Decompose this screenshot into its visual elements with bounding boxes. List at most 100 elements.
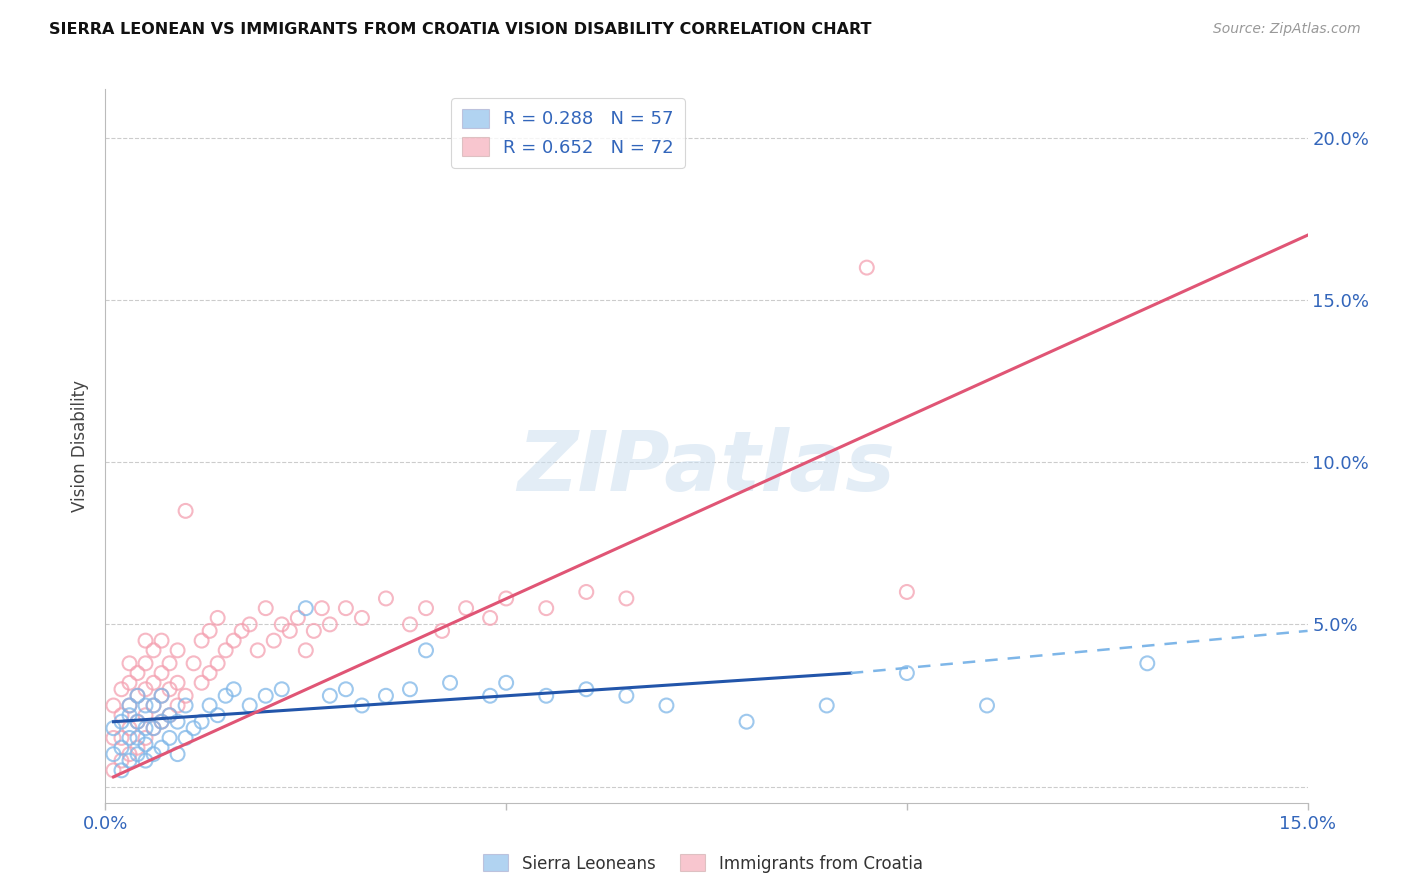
Point	[896, 666, 918, 681]
Point	[174, 689, 197, 703]
Point	[174, 731, 197, 745]
Point	[118, 698, 141, 713]
Point	[214, 689, 236, 703]
Point	[350, 611, 373, 625]
Point	[374, 689, 398, 703]
Point	[150, 666, 173, 681]
Point	[150, 740, 173, 755]
Point	[142, 675, 165, 690]
Point	[575, 682, 598, 697]
Point	[103, 698, 125, 713]
Y-axis label: Vision Disability: Vision Disability	[72, 380, 90, 512]
Point	[110, 714, 132, 729]
Legend: R = 0.288   N = 57, R = 0.652   N = 72: R = 0.288 N = 57, R = 0.652 N = 72	[451, 98, 685, 168]
Point	[118, 721, 141, 735]
Point	[311, 601, 333, 615]
Point	[135, 682, 157, 697]
Point	[198, 698, 221, 713]
Point	[246, 643, 269, 657]
Point	[135, 708, 157, 723]
Point	[127, 689, 149, 703]
Point	[270, 682, 292, 697]
Point	[110, 764, 132, 778]
Point	[118, 675, 141, 690]
Point	[350, 698, 373, 713]
Point	[103, 721, 125, 735]
Point	[142, 721, 165, 735]
Point	[127, 666, 149, 681]
Point	[575, 585, 598, 599]
Point	[495, 591, 517, 606]
Point	[142, 747, 165, 761]
Point	[127, 731, 149, 745]
Point	[855, 260, 877, 275]
Point	[198, 666, 221, 681]
Text: ZIPatlas: ZIPatlas	[517, 427, 896, 508]
Point	[166, 643, 188, 657]
Point	[110, 740, 132, 755]
Point	[479, 611, 502, 625]
Point	[150, 633, 173, 648]
Point	[896, 585, 918, 599]
Point	[430, 624, 453, 638]
Point	[174, 504, 197, 518]
Point	[166, 675, 188, 690]
Point	[335, 682, 357, 697]
Point	[616, 591, 638, 606]
Point	[454, 601, 477, 615]
Point	[319, 689, 342, 703]
Point	[135, 754, 157, 768]
Point	[263, 633, 285, 648]
Point	[190, 675, 212, 690]
Point	[159, 708, 181, 723]
Point	[374, 591, 398, 606]
Point	[118, 747, 141, 761]
Point	[190, 714, 212, 729]
Point	[183, 657, 205, 671]
Point	[118, 657, 141, 671]
Point	[616, 689, 638, 703]
Point	[335, 601, 357, 615]
Point	[135, 633, 157, 648]
Point	[142, 721, 165, 735]
Point	[222, 633, 245, 648]
Point	[302, 624, 325, 638]
Point	[118, 731, 141, 745]
Point	[735, 714, 758, 729]
Point	[534, 689, 557, 703]
Point	[270, 617, 292, 632]
Point	[135, 731, 157, 745]
Point	[1136, 657, 1159, 671]
Text: SIERRA LEONEAN VS IMMIGRANTS FROM CROATIA VISION DISABILITY CORRELATION CHART: SIERRA LEONEAN VS IMMIGRANTS FROM CROATI…	[49, 22, 872, 37]
Point	[110, 708, 132, 723]
Point	[174, 698, 197, 713]
Point	[183, 721, 205, 735]
Point	[110, 731, 132, 745]
Point	[190, 633, 212, 648]
Point	[135, 721, 157, 735]
Point	[198, 624, 221, 638]
Point	[127, 714, 149, 729]
Point	[142, 698, 165, 713]
Point	[118, 708, 141, 723]
Point	[135, 738, 157, 752]
Point	[159, 708, 181, 723]
Point	[103, 747, 125, 761]
Point	[150, 689, 173, 703]
Point	[495, 675, 517, 690]
Point	[439, 675, 461, 690]
Point	[655, 698, 678, 713]
Point	[159, 731, 181, 745]
Point	[254, 689, 277, 703]
Point	[815, 698, 838, 713]
Point	[118, 754, 141, 768]
Point	[399, 617, 422, 632]
Point	[110, 682, 132, 697]
Point	[166, 714, 188, 729]
Point	[976, 698, 998, 713]
Point	[142, 698, 165, 713]
Point	[479, 689, 502, 703]
Point	[231, 624, 253, 638]
Point	[110, 754, 132, 768]
Text: Source: ZipAtlas.com: Source: ZipAtlas.com	[1213, 22, 1361, 37]
